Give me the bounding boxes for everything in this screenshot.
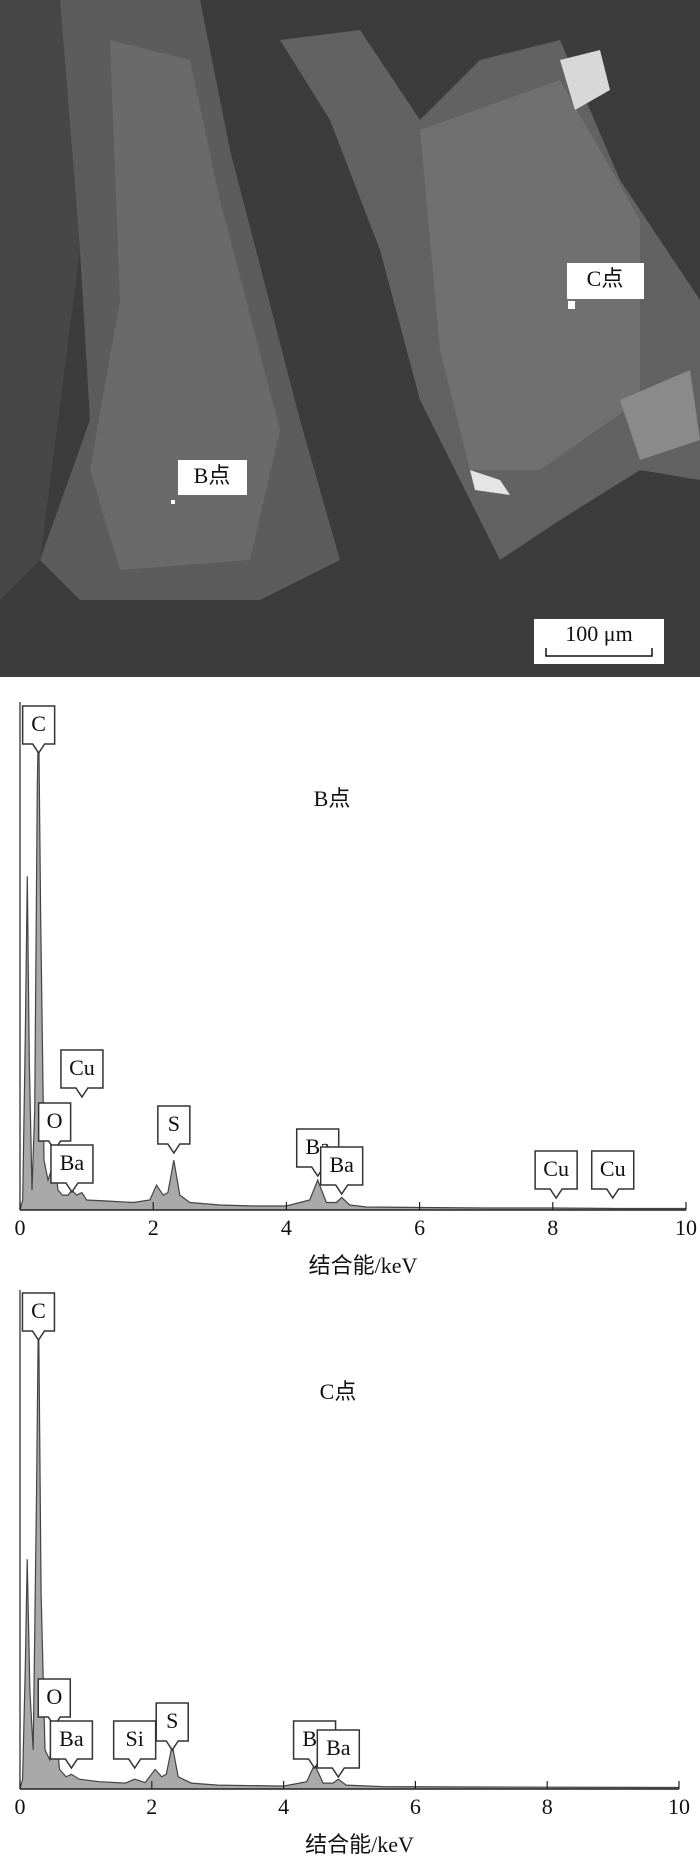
x-axis-label: 结合能/keV — [309, 1253, 418, 1278]
peak-label-box — [155, 1702, 189, 1752]
peak-label-box — [49, 1720, 94, 1770]
peak-label: Ba — [59, 1726, 84, 1751]
chart-title: C点 — [320, 1379, 357, 1404]
peak-label-box — [319, 1146, 364, 1196]
peak-label: Cu — [600, 1156, 626, 1181]
x-tick-label: 8 — [542, 1794, 553, 1819]
x-tick-label: 10 — [675, 1215, 697, 1240]
x-tick-label: 4 — [281, 1215, 292, 1240]
scale-bar-label: 100 μm — [565, 621, 632, 646]
peak-label: O — [47, 1108, 63, 1133]
peak-label: Cu — [543, 1156, 569, 1181]
spectrum-line — [19, 711, 686, 1211]
spectrum-area — [20, 712, 686, 1210]
peak-label-box — [534, 1150, 578, 1200]
x-tick-label: 6 — [410, 1794, 421, 1819]
peak-label-box — [590, 1150, 635, 1200]
peak-label: C — [31, 711, 46, 736]
x-tick-label: 8 — [547, 1215, 558, 1240]
x-tick-label: 2 — [148, 1215, 159, 1240]
peak-label: C — [31, 1298, 46, 1323]
spectrum-area — [20, 1300, 679, 1789]
peak-label: Ba — [60, 1150, 85, 1175]
peak-label-box — [21, 1292, 56, 1342]
peak-label-box — [50, 1144, 94, 1194]
image-label: C点 — [587, 266, 624, 291]
chart-title: B点 — [314, 786, 351, 811]
peak-label: S — [166, 1708, 178, 1733]
peak-label: Ba — [329, 1152, 354, 1177]
label-box — [567, 263, 644, 299]
peak-label-box — [21, 705, 56, 755]
spectrum-line — [19, 1299, 680, 1790]
x-tick-label: 4 — [278, 1794, 289, 1819]
peak-label-box — [157, 1105, 191, 1155]
x-axis-label: 结合能/keV — [305, 1832, 414, 1857]
x-tick-label: 0 — [15, 1794, 26, 1819]
x-tick-label: 0 — [15, 1215, 26, 1240]
x-tick-label: 6 — [414, 1215, 425, 1240]
peak-label: Ba — [326, 1735, 351, 1760]
label-box — [178, 460, 247, 495]
sem-image: B点 C点 100 μm — [0, 0, 700, 677]
x-tick-label: 10 — [668, 1794, 690, 1819]
image-label: B点 — [194, 463, 231, 488]
peak-label-box — [60, 1049, 104, 1099]
peak-label: O — [46, 1684, 62, 1709]
peak-label: Si — [125, 1726, 143, 1751]
peak-label: Cu — [69, 1055, 95, 1080]
peak-label: S — [168, 1111, 180, 1136]
scale-bar — [545, 648, 653, 657]
x-tick-label: 2 — [146, 1794, 157, 1819]
peak-label-box — [316, 1729, 361, 1779]
